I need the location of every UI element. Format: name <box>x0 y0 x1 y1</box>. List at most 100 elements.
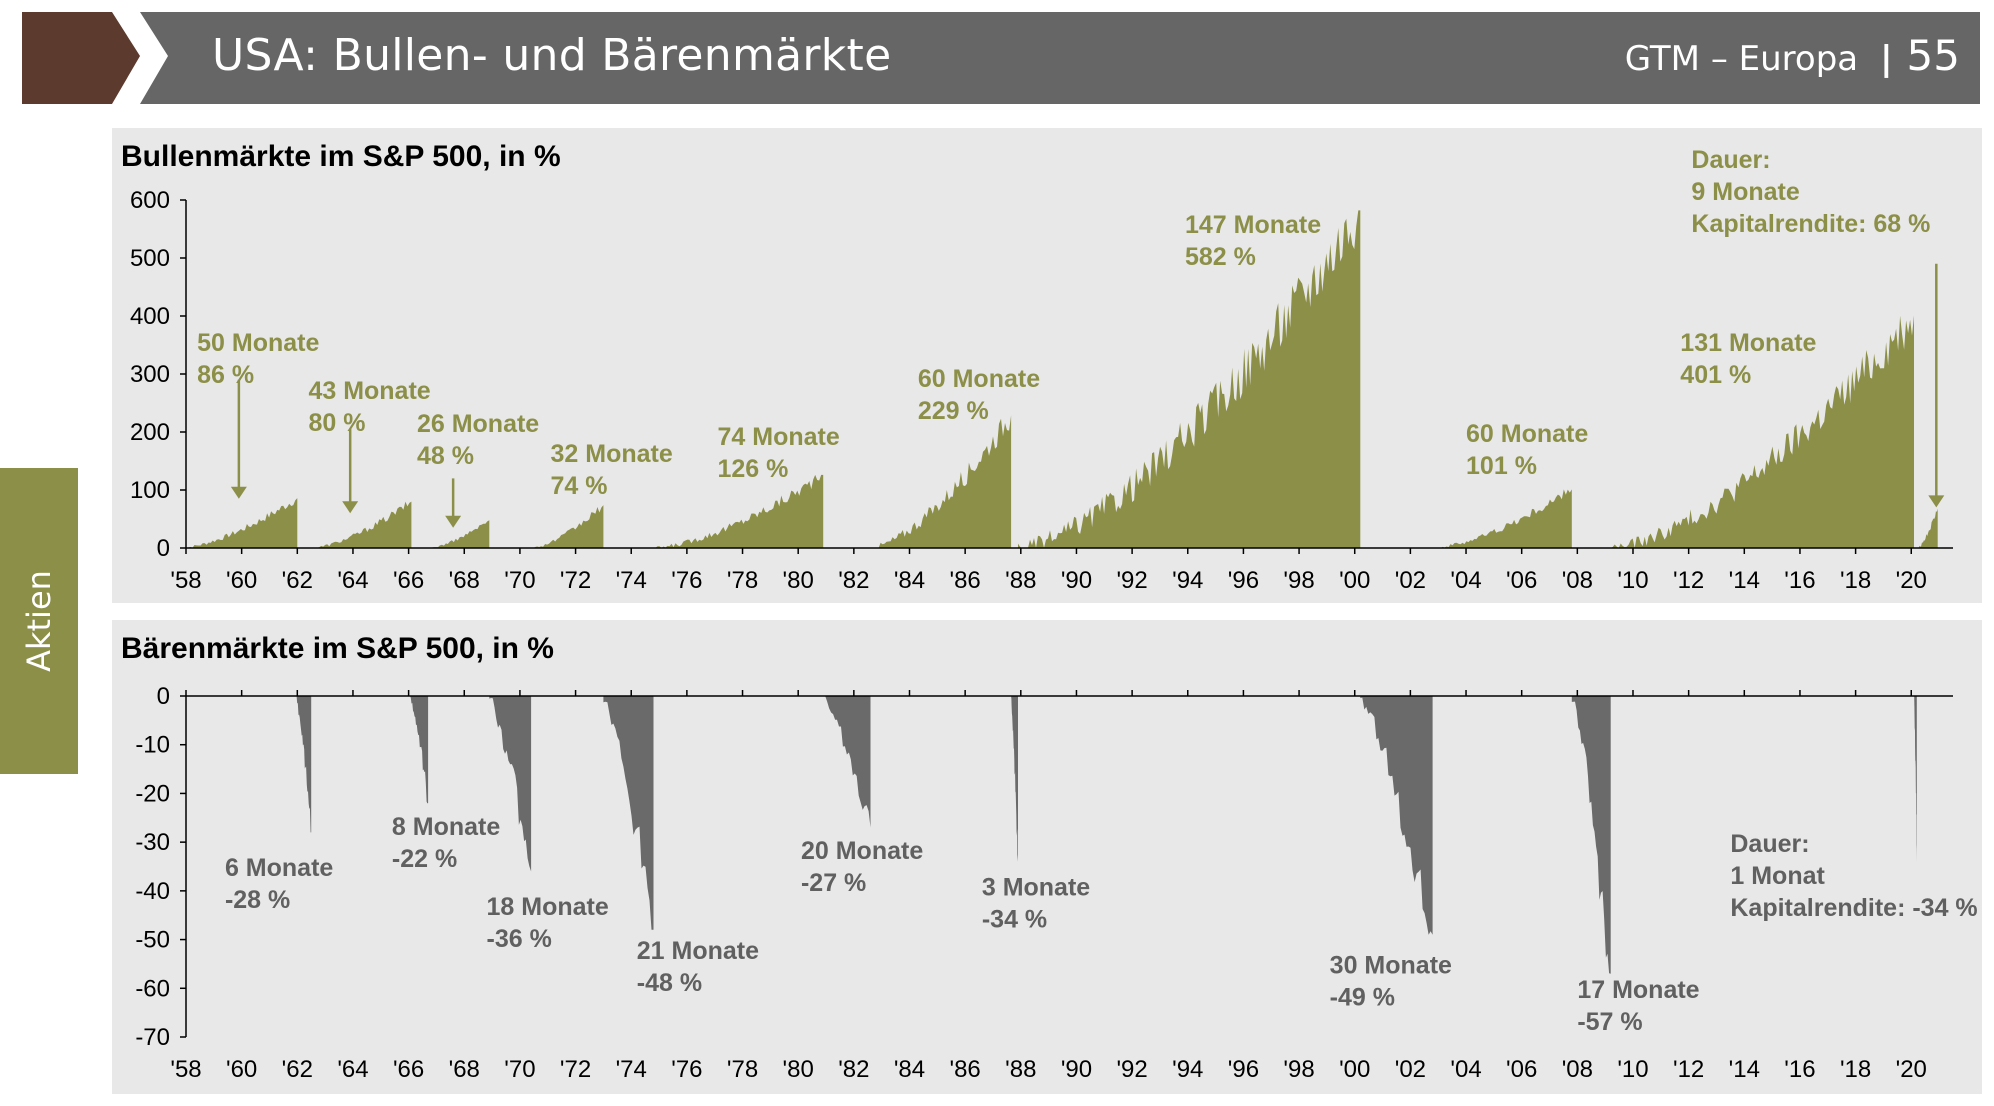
annotation-label: 126 % <box>717 455 788 483</box>
bear-market-area-5 <box>823 696 871 828</box>
bull-market-area-3 <box>428 520 490 548</box>
header-accent-chevron <box>22 12 140 104</box>
x-tick-label: '66 <box>393 1056 424 1083</box>
x-tick-label: '92 <box>1116 1056 1147 1083</box>
y-tick-label: -70 <box>135 1024 170 1051</box>
x-tick-label: '76 <box>671 567 702 594</box>
x-tick-label: '80 <box>783 567 814 594</box>
x-tick-label: '86 <box>950 1056 981 1083</box>
x-tick-label: '92 <box>1116 567 1147 594</box>
header-banner <box>22 12 1980 104</box>
y-tick-label: -10 <box>135 732 170 759</box>
annotation-arrowhead <box>1928 495 1945 508</box>
y-tick-label: -50 <box>135 927 170 954</box>
bull-chart-panel: Bullenmärkte im S&P 500, in % 0 100 200 300… <box>112 128 1982 603</box>
x-tick-label: '00 <box>1339 1056 1370 1083</box>
bull-market-area-7 <box>1018 210 1361 548</box>
x-tick-label: '16 <box>1784 1056 1815 1083</box>
y-tick-label: 500 <box>130 245 170 272</box>
annotation-arrowhead <box>445 515 462 528</box>
x-tick-label: '72 <box>560 1056 591 1083</box>
x-tick-label: '08 <box>1562 567 1593 594</box>
x-tick-label: '62 <box>282 567 313 594</box>
header-separator: | <box>1880 39 1893 79</box>
page-title: USA: Bullen- und Bärenmärkte <box>212 30 892 81</box>
annotation-label: 18 Monate <box>487 893 609 921</box>
bear-market-area-1 <box>295 696 312 833</box>
annotation-label: 43 Monate <box>308 377 430 405</box>
annotation-label: 17 Monate <box>1577 976 1699 1004</box>
bear-market-area-9 <box>1914 696 1917 862</box>
bear-market-area-4 <box>603 696 654 930</box>
annotation-label: -36 % <box>487 925 552 953</box>
bull-market-area-5 <box>653 474 824 548</box>
x-tick-label: '90 <box>1061 1056 1092 1083</box>
bull-market-area-4 <box>531 505 604 548</box>
annotation-label: -34 % <box>982 906 1047 934</box>
header-right: GTM – Europa | 55 <box>1625 26 1960 86</box>
annotation-label: 6 Monate <box>225 854 333 882</box>
annotation-label: -57 % <box>1577 1008 1642 1036</box>
annotation-label: 48 % <box>417 442 474 470</box>
annotation-label: 86 % <box>197 361 254 389</box>
annotation-label: 1 Monat <box>1730 862 1825 890</box>
x-tick-label: '98 <box>1283 1056 1314 1083</box>
x-tick-label: '82 <box>838 1056 869 1083</box>
annotation-label: 30 Monate <box>1330 952 1452 980</box>
side-tab[interactable]: Aktien <box>0 468 78 774</box>
y-tick-label: 0 <box>157 683 170 710</box>
x-tick-label: '62 <box>282 1056 313 1083</box>
x-tick-label: '78 <box>727 567 758 594</box>
bull-chart: 0 100 200 300 400 500 600 '58 '60 '62 '64 '66 '68 '70… <box>130 146 1953 594</box>
x-tick-label: '06 <box>1506 1056 1537 1083</box>
x-tick-label: '88 <box>1005 1056 1036 1083</box>
x-tick-label: '70 <box>504 1056 535 1083</box>
x-tick-label: '18 <box>1840 1056 1871 1083</box>
annotation-label: Kapitalrendite: -34 % <box>1730 894 1977 922</box>
x-tick-label: '02 <box>1395 1056 1426 1083</box>
bull-market-area-2 <box>311 501 412 548</box>
annotation-label: 74 Monate <box>717 423 839 451</box>
page-number: 55 <box>1906 31 1960 80</box>
annotation-label: -28 % <box>225 886 290 914</box>
x-tick-label: '20 <box>1896 567 1927 594</box>
y-tick-label: -60 <box>135 975 170 1002</box>
x-tick-label: '84 <box>894 1056 925 1083</box>
x-tick-label: '68 <box>449 567 480 594</box>
y-tick-label: 200 <box>130 419 170 446</box>
x-tick-label: '04 <box>1450 1056 1481 1083</box>
annotation-label: 20 Monate <box>801 837 923 865</box>
x-tick-label: '74 <box>616 567 647 594</box>
bull-market-area-10 <box>1916 508 1938 548</box>
annotation-label: -49 % <box>1330 984 1395 1012</box>
annotation-label: 60 Monate <box>1466 420 1588 448</box>
annotation-label: -48 % <box>637 969 702 997</box>
y-tick-label: 0 <box>157 535 170 562</box>
annotation-label: Dauer: <box>1730 830 1809 858</box>
bear-market-area-7 <box>1360 696 1433 935</box>
slide-header: USA: Bullen- und Bärenmärkte GTM – Europ… <box>0 0 1994 110</box>
annotation-label: Kapitalrendite: 68 % <box>1691 210 1930 238</box>
y-tick-label: 600 <box>130 187 170 214</box>
x-tick-label: '10 <box>1617 567 1648 594</box>
annotation-label: 3 Monate <box>982 874 1090 902</box>
x-tick-label: '60 <box>226 567 257 594</box>
annotation-label: 9 Monate <box>1691 178 1799 206</box>
y-tick-label: 100 <box>130 477 170 504</box>
x-tick-label: '98 <box>1283 567 1314 594</box>
x-tick-label: '86 <box>950 567 981 594</box>
bear-market-area-2 <box>410 696 429 804</box>
y-tick-label: -30 <box>135 829 170 856</box>
x-tick-label: '60 <box>226 1056 257 1083</box>
annotation-label: -27 % <box>801 869 866 897</box>
annotation-label: 131 Monate <box>1680 329 1816 357</box>
x-tick-label: '06 <box>1506 567 1537 594</box>
annotation-label: 229 % <box>918 397 989 425</box>
annotation-label: 32 Monate <box>551 440 673 468</box>
x-tick-label: '96 <box>1228 567 1259 594</box>
x-tick-label: '14 <box>1729 567 1760 594</box>
x-tick-label: '12 <box>1673 567 1704 594</box>
bear-market-area-3 <box>489 696 532 872</box>
x-tick-label: '78 <box>727 1056 758 1083</box>
x-tick-label: '64 <box>337 567 368 594</box>
